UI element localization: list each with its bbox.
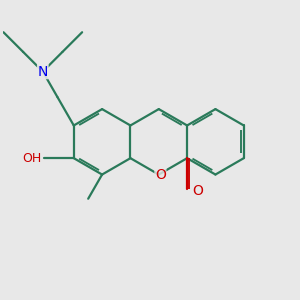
Text: N: N	[38, 64, 48, 79]
Text: O: O	[192, 184, 203, 198]
Text: O: O	[155, 167, 166, 182]
Text: OH: OH	[22, 152, 41, 165]
